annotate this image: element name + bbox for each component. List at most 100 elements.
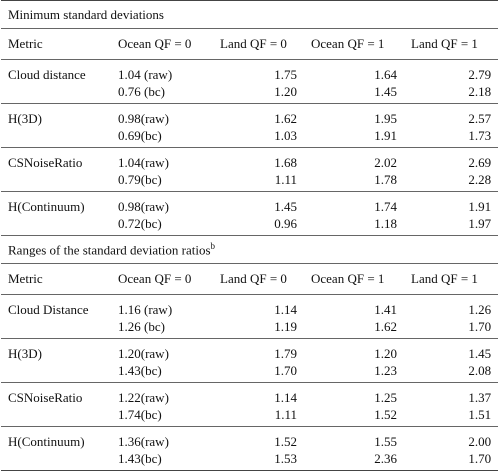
- metric-cell: H(Continuum): [1, 191, 111, 236]
- group-row: H(Continuum) 1.36(raw) 1.43(bc) 1.52 1.53 1.5…: [1, 426, 499, 471]
- value: 2.02: [374, 155, 397, 170]
- section-title: Minimum standard deviations: [8, 6, 164, 22]
- value: 0.98(raw): [118, 111, 169, 126]
- value: 1.04(raw): [118, 155, 169, 170]
- value: 1.41: [374, 302, 397, 317]
- group-row: H(Continuum) 0.98(raw) 0.72(bc) 1.45 0.96 1.7…: [1, 191, 499, 236]
- value: 1.18: [374, 216, 397, 231]
- value: 0.79(bc): [118, 172, 162, 187]
- value: 2.18: [468, 84, 492, 99]
- value: 1.51: [468, 407, 492, 422]
- value: 1.70: [468, 451, 492, 466]
- value-cell: 1.45 2.08: [404, 338, 499, 383]
- metric-cell: H(Continuum): [1, 426, 111, 471]
- value-cell: 1.45 0.96: [213, 191, 304, 236]
- value-cell: 2.00 1.70: [404, 426, 499, 471]
- value: 1.45: [468, 346, 492, 361]
- value: 1.43(bc): [118, 451, 162, 466]
- header-cell: Ocean QF = 0: [111, 263, 213, 295]
- value: 1.11: [274, 172, 297, 187]
- value: 1.23: [374, 363, 397, 378]
- value-cell: 1.52 1.53: [213, 426, 304, 471]
- value: 2.79: [468, 67, 492, 82]
- value: 1.26 (bc): [118, 319, 165, 334]
- metric-cell: Cloud distance: [1, 60, 111, 104]
- header-cell: Ocean QF = 1: [304, 28, 404, 60]
- value: 2.28: [468, 172, 492, 187]
- value: 1.25: [374, 390, 397, 405]
- metric: CSNoiseRatio: [8, 155, 83, 170]
- value: 1.95: [374, 111, 397, 126]
- value-cell: 1.16 (raw) 1.26 (bc): [111, 295, 213, 339]
- value: 1.45: [274, 199, 297, 214]
- value: 1.74: [374, 199, 397, 214]
- value-cell: 1.91 1.97: [404, 191, 499, 236]
- value: 1.75: [274, 67, 297, 82]
- value-cell: 2.69 2.28: [404, 147, 499, 192]
- value: 1.53: [274, 451, 297, 466]
- value-cell: 2.79 2.18: [404, 60, 498, 104]
- metric: H(Continuum): [8, 199, 85, 214]
- value: 1.62: [374, 319, 397, 334]
- value: 0.98(raw): [118, 199, 169, 214]
- value-cell: 2.02 1.78: [304, 147, 404, 192]
- value: 1.20(raw): [118, 346, 169, 361]
- value-cell: 1.79 1.70: [213, 338, 304, 383]
- section-title-row: Minimum standard deviations: [1, 0, 499, 29]
- value-cell: 1.25 1.52: [304, 382, 404, 427]
- value-cell: 1.37 1.51: [404, 382, 499, 427]
- value: 1.37: [468, 390, 492, 405]
- group-row: H(3D) 0.98(raw) 0.69(bc) 1.62 1.03 1.95 1.91 2.…: [1, 103, 499, 148]
- metric-cell: CSNoiseRatio: [1, 147, 111, 192]
- header-row: Metric Ocean QF = 0 Land QF = 0 Ocean QF = …: [1, 28, 499, 60]
- value-cell: 1.95 1.91: [304, 103, 404, 148]
- value-cell: 1.22(raw) 1.74(bc): [111, 382, 213, 427]
- value: 1.20: [374, 346, 397, 361]
- value: 2.08: [468, 363, 492, 378]
- group-row: CSNoiseRatio 1.04(raw) 0.79(bc) 1.68 1.11 2.0…: [1, 147, 499, 192]
- value: 0.69(bc): [118, 128, 162, 143]
- value: 1.19: [274, 319, 297, 334]
- section-title: Ranges of the standard deviation ratios: [8, 242, 211, 258]
- header-row: Metric Ocean QF = 0 Land QF = 0 Ocean QF = …: [1, 263, 499, 295]
- group-row: Cloud distance 1.04 (raw) 0.76 (bc) 1.75 1.2…: [1, 60, 498, 104]
- value: 1.73: [468, 128, 492, 143]
- header-cell: Land QF = 0: [213, 263, 304, 295]
- group-row: H(3D) 1.20(raw) 1.43(bc) 1.79 1.70 1.20 1.23 1.…: [1, 338, 499, 383]
- value: 1.91: [374, 128, 397, 143]
- header-cell: Ocean QF = 1: [304, 263, 404, 295]
- metric-cell: Cloud Distance: [1, 295, 111, 339]
- value: 2.69: [468, 155, 492, 170]
- header-cell: Metric: [1, 263, 111, 295]
- header-cell: Metric: [1, 28, 111, 60]
- value: 1.55: [374, 434, 397, 449]
- value: 0.76 (bc): [118, 84, 165, 99]
- metric: H(Continuum): [8, 434, 85, 449]
- value-cell: 2.57 1.73: [404, 103, 499, 148]
- metric-cell: H(3D): [1, 338, 111, 383]
- value-cell: 1.04 (raw) 0.76 (bc): [111, 60, 213, 104]
- section-title-row: Ranges of the standard deviation ratiosb: [1, 235, 499, 264]
- value: 1.79: [274, 346, 297, 361]
- metric-cell: H(3D): [1, 103, 111, 148]
- value: 1.04 (raw): [118, 67, 173, 82]
- value: 1.14: [274, 390, 297, 405]
- value-cell: 1.36(raw) 1.43(bc): [111, 426, 213, 471]
- value: 0.96: [274, 216, 297, 231]
- value-cell: 1.75 1.20: [213, 60, 304, 104]
- value-cell: 1.14 1.11: [213, 382, 304, 427]
- value: 1.64: [374, 67, 397, 82]
- value: 2.00: [468, 434, 492, 449]
- metric: H(3D): [8, 346, 42, 361]
- metric: H(3D): [8, 111, 42, 126]
- section-title-cell: Minimum standard deviations: [1, 0, 499, 29]
- value: 1.70: [274, 363, 297, 378]
- metric: Cloud distance: [8, 67, 86, 82]
- value-cell: 1.20 1.23: [304, 338, 404, 383]
- value: 1.14: [274, 302, 297, 317]
- value: 1.52: [374, 407, 397, 422]
- value: 1.20: [274, 84, 297, 99]
- value-cell: 1.55 2.36: [304, 426, 404, 471]
- value: 1.70: [468, 319, 492, 334]
